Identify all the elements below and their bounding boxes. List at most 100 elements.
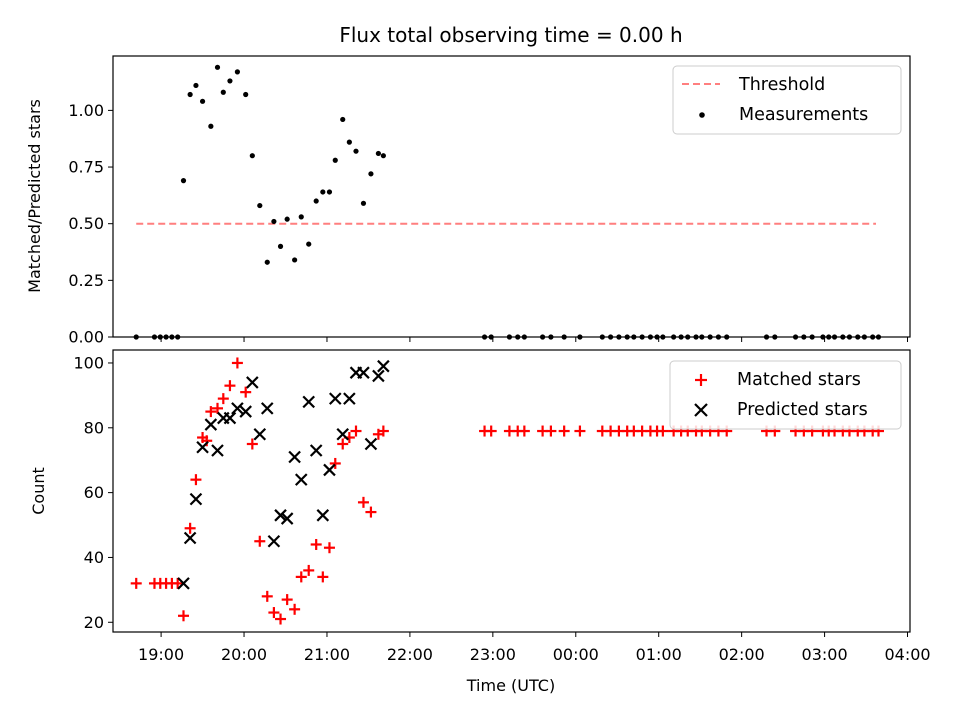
x-tick-label: 23:00 (470, 645, 516, 664)
matched-star-point (357, 496, 369, 508)
ratio-panel: Flux total observing time = 0.00 h 0.00 0… (25, 23, 911, 347)
matched-star-point (231, 357, 243, 369)
ratio-y-axis: 0.00 0.25 0.50 0.75 1.00 (68, 101, 113, 347)
measurement-point (332, 157, 338, 163)
matched-star-point (217, 393, 229, 405)
matched-star-point (240, 386, 252, 398)
count-legend-box (669, 360, 902, 430)
measurements-legend-label: Measurements (739, 105, 868, 125)
matched-star-point (310, 538, 322, 550)
matched-star-point (518, 425, 530, 437)
ratio-legend-box (672, 65, 902, 135)
predicted-star-point (343, 392, 356, 405)
matched-star-point (268, 607, 280, 619)
measurements-legend-swatch (699, 112, 705, 118)
matched-star-point (246, 438, 258, 450)
ratio-y-tick-label: 1.00 (68, 101, 104, 120)
matched-star-point (190, 474, 202, 486)
x-tick-label: 20:00 (221, 645, 267, 664)
predicted-star-point (177, 577, 190, 590)
predicted-star-point (204, 418, 218, 431)
predicted-star-point (274, 509, 287, 522)
matched-star-point (558, 425, 570, 437)
measurement-point (187, 91, 193, 98)
predicted-star-point (196, 440, 209, 454)
measurement-point (214, 64, 221, 70)
measurement-point (298, 214, 304, 220)
matched-star-point (205, 406, 217, 418)
predicted-star-point (280, 512, 294, 525)
matched-star-point (261, 590, 273, 602)
predicted-star-point (316, 509, 330, 522)
matched-star-point (281, 594, 293, 606)
measurement-point (380, 153, 386, 159)
predicted-star-point (357, 366, 370, 379)
measurement-point (313, 198, 319, 204)
matched-star-point (295, 571, 307, 583)
ratio-x-axis-ticks (160, 337, 909, 342)
matched-star-point (211, 402, 223, 414)
x-tick-label: 21:00 (304, 645, 350, 664)
predicted-star-point (336, 427, 350, 441)
measurement-point (199, 98, 206, 104)
matched-star-point (377, 425, 389, 437)
predicted-star-point (239, 405, 252, 418)
measurement-point (243, 91, 249, 98)
ratio-y-tick-label: 0.50 (68, 214, 104, 233)
predicted-star-point (372, 369, 385, 383)
measurement-point (180, 178, 187, 184)
predicted-star-point (231, 402, 244, 415)
matched-star-point (224, 380, 236, 392)
count-plot-frame (112, 349, 911, 633)
predicted-star-point (189, 492, 203, 506)
predicted-star-point (309, 444, 323, 457)
x-tick-label: 19:00 (138, 645, 184, 664)
measurement-point (320, 189, 326, 195)
predicted-star-point (302, 395, 316, 409)
predicted-star-point (260, 402, 274, 415)
matched-star-point (303, 564, 315, 576)
ratio-y-tick-label: 0.75 (68, 158, 104, 177)
matched-star-point (337, 438, 349, 450)
measurement-point (360, 200, 367, 206)
measurement-point (284, 216, 290, 222)
chart-title: Flux total observing time = 0.00 h (339, 23, 682, 47)
measurement-point (306, 241, 312, 247)
ratio-y-axis-title: Matched/Predicted stars (25, 99, 44, 293)
matched-legend-swatch (695, 374, 707, 386)
ratio-plot-frame (112, 55, 911, 338)
count-y-tick-label: 60 (84, 483, 104, 502)
predicted-star-point (223, 411, 237, 425)
predicted-star-point (377, 359, 390, 373)
count-y-axis-title: Count (29, 467, 48, 515)
predicted-legend-label: Predicted stars (737, 400, 868, 420)
ratio-y-tick-label: 0.00 (68, 328, 104, 347)
x-tick-label: 00:00 (553, 645, 599, 664)
measurement-point (208, 123, 214, 129)
measurement-point (340, 116, 346, 123)
count-legend: Matched stars Predicted stars (669, 360, 902, 430)
count-y-tick-label: 100 (73, 353, 104, 372)
predicted-star-point (328, 392, 342, 405)
measurement-point (346, 139, 352, 145)
measurement-point (264, 259, 270, 265)
matched-star-point (254, 535, 266, 547)
predicted-star-point (267, 534, 281, 548)
count-y-tick-label: 40 (84, 548, 104, 567)
matched-star-point (184, 522, 196, 534)
matched-legend-label: Matched stars (737, 370, 861, 390)
matched-star-point (574, 425, 586, 437)
matched-star-point (365, 506, 377, 518)
count-x-axis: 19:00 20:00 21:00 22:00 23:00 00:00 01:00 02:00… (138, 632, 931, 664)
count-y-tick-label: 20 (84, 613, 104, 632)
measurement-point (257, 202, 263, 209)
measurement-point (234, 69, 241, 75)
matched-star-point (317, 571, 329, 583)
measurement-point (271, 218, 277, 225)
ratio-legend: Threshold Measurements (672, 65, 902, 135)
matched-star-point (289, 603, 301, 615)
count-y-tick-label: 80 (84, 418, 104, 437)
predicted-star-point (323, 463, 336, 477)
measurement-point (292, 257, 298, 263)
